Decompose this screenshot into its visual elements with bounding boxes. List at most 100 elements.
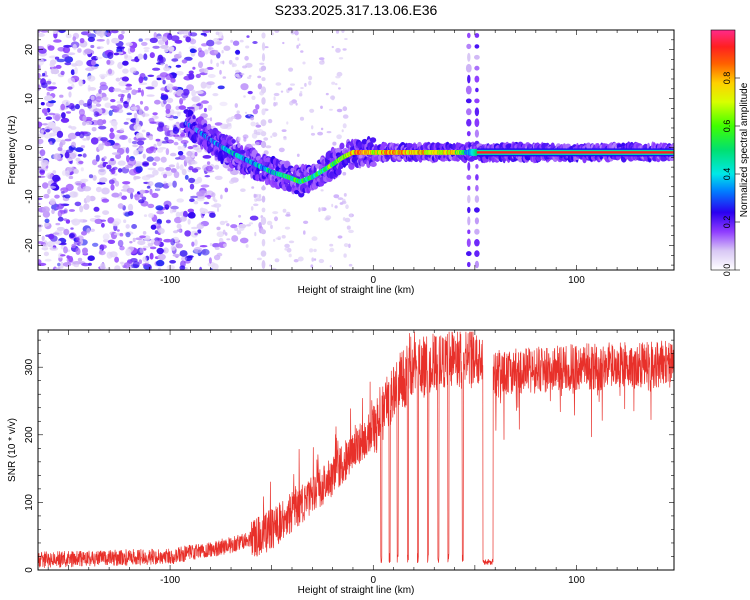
noise-blob	[68, 91, 72, 98]
noise-blob	[149, 37, 158, 43]
noise-blob	[82, 115, 87, 122]
y-tick-label: -10	[24, 189, 35, 204]
snr-series-line	[38, 331, 674, 568]
noise-blob	[98, 143, 104, 151]
noise-blob	[232, 40, 240, 46]
noise-blob	[105, 267, 111, 270]
noise-blob	[157, 253, 166, 261]
noise-blob	[145, 86, 155, 90]
noise-blob	[125, 87, 133, 91]
stripe-blob	[474, 207, 480, 213]
stripe-blob	[261, 185, 266, 191]
noise-blob	[197, 229, 202, 234]
noise-blob	[38, 69, 41, 73]
noise-blob	[311, 125, 314, 130]
noise-blob	[348, 243, 351, 248]
noise-blob	[176, 198, 184, 203]
noise-blob	[38, 138, 44, 144]
spectrogram-frame	[37, 29, 675, 271]
noise-blob	[153, 240, 161, 246]
noise-blob	[75, 182, 82, 186]
noise-blob	[180, 98, 186, 101]
noise-blob	[310, 264, 314, 268]
noise-blob	[40, 129, 44, 135]
noise-blob	[191, 226, 198, 230]
noise-blob	[130, 106, 138, 111]
noise-blob	[125, 224, 130, 229]
noise-blob	[344, 217, 351, 223]
noise-blob	[81, 262, 91, 267]
noise-blob	[161, 140, 170, 144]
noise-blob	[170, 78, 176, 83]
noise-blob	[75, 131, 81, 137]
noise-blob	[318, 57, 325, 61]
noise-blob	[132, 144, 139, 148]
noise-blob	[129, 46, 136, 53]
noise-blob	[217, 85, 225, 90]
noise-blob	[170, 152, 177, 157]
noise-blob	[338, 87, 341, 90]
noise-blob	[97, 168, 107, 176]
noise-blob	[208, 47, 214, 50]
noise-blob	[236, 110, 240, 114]
noise-blob	[188, 166, 194, 171]
noise-blob	[82, 186, 92, 192]
noise-blob	[85, 120, 93, 125]
noise-blob	[151, 192, 159, 198]
noise-blob	[167, 182, 173, 187]
noise-blob	[284, 226, 291, 230]
noise-blob	[196, 191, 205, 197]
noise-blob	[176, 162, 180, 170]
noise-blob	[122, 60, 129, 66]
stripe-blob	[466, 108, 472, 116]
noise-blob	[99, 263, 106, 270]
noise-blob	[74, 201, 82, 207]
noise-blob	[184, 230, 192, 237]
noise-blob	[166, 83, 174, 91]
noise-blob	[247, 76, 251, 79]
noise-blob	[187, 218, 191, 225]
noise-blob	[106, 32, 111, 37]
noise-blob	[304, 82, 307, 87]
noise-blob	[250, 206, 254, 211]
noise-blob	[223, 45, 231, 51]
ridge-envelope	[240, 149, 246, 154]
noise-blob	[189, 38, 197, 45]
noise-blob	[127, 203, 134, 211]
stripe-blob	[261, 229, 266, 235]
noise-blob	[114, 256, 119, 263]
noise-blob	[337, 197, 344, 201]
noise-blob	[124, 53, 128, 59]
noise-blob	[64, 138, 72, 142]
noise-blob	[118, 34, 124, 40]
noise-blob	[338, 57, 344, 60]
noise-blob	[325, 92, 329, 96]
noise-blob	[277, 236, 282, 240]
noise-blob	[54, 56, 60, 60]
noise-blob	[273, 238, 276, 242]
noise-blob	[184, 174, 189, 180]
noise-blob	[63, 208, 68, 214]
noise-blob	[227, 122, 232, 127]
noise-blob	[234, 227, 239, 232]
noise-blob	[98, 108, 103, 114]
noise-blob	[250, 121, 256, 127]
noise-blob	[142, 153, 146, 159]
noise-blob	[93, 206, 100, 212]
noise-blob	[166, 125, 170, 129]
noise-blob	[117, 239, 124, 247]
noise-blob	[248, 222, 254, 225]
ridge-envelope	[220, 156, 224, 165]
noise-blob	[151, 80, 158, 88]
noise-blob	[197, 50, 206, 58]
noise-blob	[138, 89, 142, 93]
stripe-blob	[467, 216, 471, 226]
noise-blob	[179, 250, 188, 257]
y-tick-label: 300	[24, 358, 35, 375]
noise-blob	[38, 45, 45, 50]
noise-blob	[311, 257, 315, 262]
noise-blob	[206, 81, 215, 86]
noise-blob	[70, 126, 77, 130]
noise-blob	[169, 260, 177, 264]
